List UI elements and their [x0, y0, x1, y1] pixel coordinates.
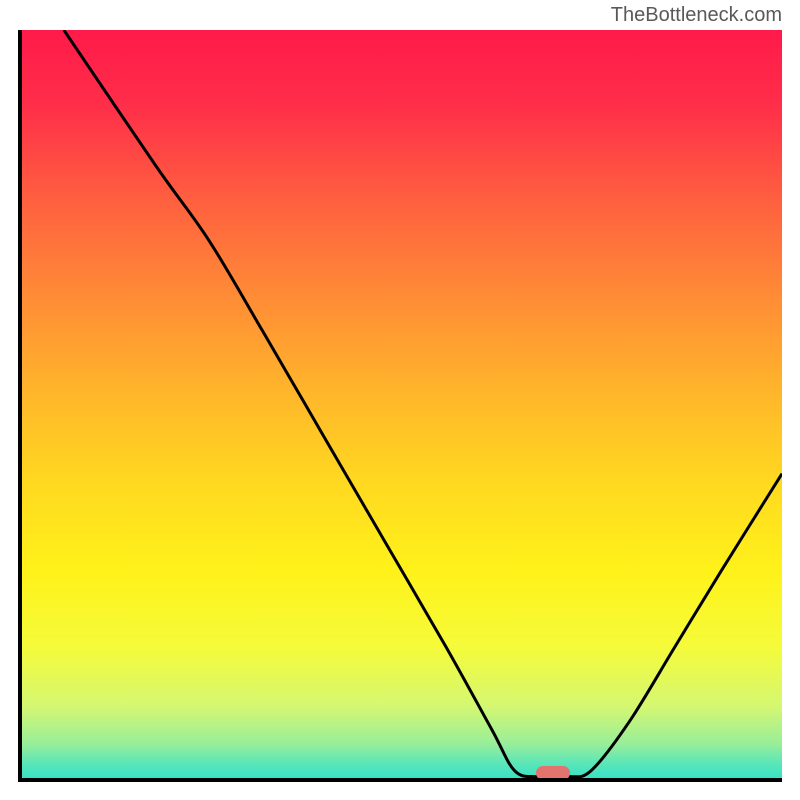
watermark-text: TheBottleneck.com — [611, 4, 782, 27]
x-axis — [18, 778, 782, 782]
plot-area — [18, 30, 782, 782]
bottleneck-curve — [18, 30, 782, 782]
y-axis — [18, 30, 22, 782]
